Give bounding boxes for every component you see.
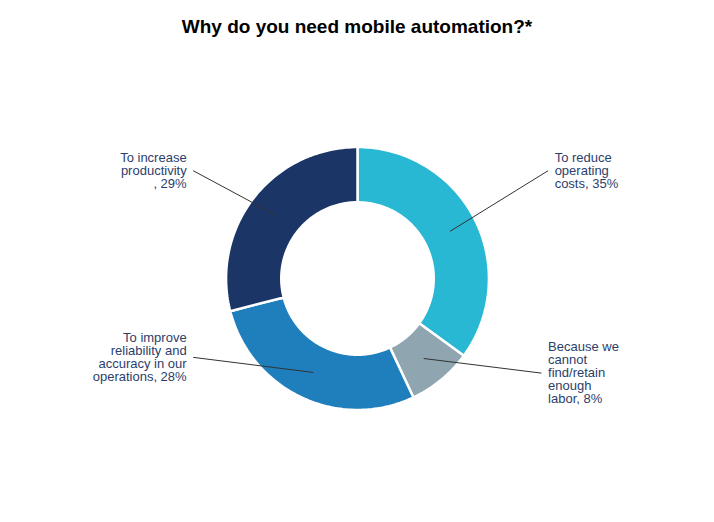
svg-text:To improvereliability andaccur: To improvereliability andaccuracy in our… <box>93 330 188 384</box>
svg-text:Because wecannotfind/retaineno: Because wecannotfind/retainenoughlabor, … <box>548 339 619 406</box>
svg-text:To increaseproductivity, 29%: To increaseproductivity, 29% <box>120 150 187 191</box>
svg-text:To reduceoperatingcosts, 35%: To reduceoperatingcosts, 35% <box>555 150 619 191</box>
html-text:Why do you need mobile automat: Why do you need mobile automation?* <box>181 16 533 37</box>
